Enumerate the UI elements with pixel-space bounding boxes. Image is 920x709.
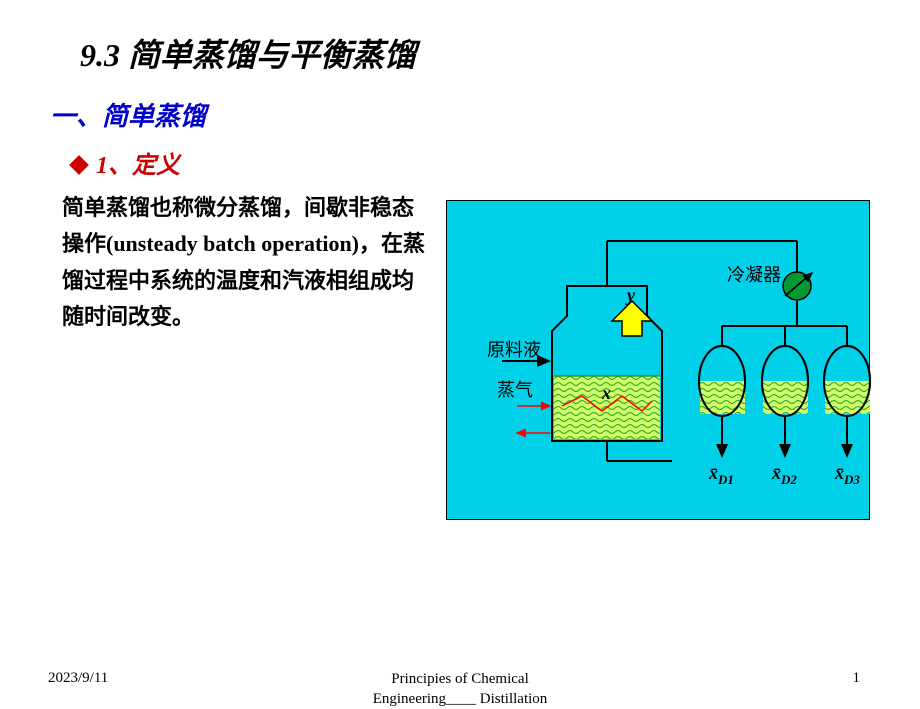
x-label: x <box>601 383 611 403</box>
subsection-heading: 1、定义 <box>72 145 870 180</box>
condenser-label: 冷凝器 <box>727 265 781 285</box>
slide: 9.3 简单蒸馏与平衡蒸馏 一、简单蒸馏 1、定义 简单蒸馏也称微分蒸馏，间歇非… <box>0 0 920 690</box>
distillation-diagram: 冷凝器 <box>446 200 870 520</box>
footer-line1: Principies of Chemical <box>391 671 528 687</box>
footer-line2: Engineering____ Distillation <box>373 691 548 707</box>
receiver-1 <box>699 326 745 456</box>
body-row: 简单蒸馏也称微分蒸馏，间歇非稳态操作(unsteady batch operat… <box>50 190 870 520</box>
receiver-2 <box>762 326 808 456</box>
steam-label: 蒸气 <box>497 380 533 400</box>
slide-title: 9.3 简单蒸馏与平衡蒸馏 <box>80 30 870 76</box>
diagram-svg: 冷凝器 <box>447 201 877 521</box>
feed-label: 原料液 <box>487 340 541 360</box>
diamond-icon <box>69 155 89 175</box>
subsection-text: 定义 <box>132 153 180 179</box>
xd3-label: x̄D3 <box>834 463 860 487</box>
xd2-label: x̄D2 <box>771 463 797 487</box>
receiver-3 <box>824 326 870 456</box>
xd1-label: x̄D1 <box>708 463 734 487</box>
y-label: y <box>625 285 636 305</box>
still-pot <box>552 286 662 441</box>
section-heading: 一、简单蒸馏 <box>50 96 870 133</box>
footer-page: 1 <box>853 670 861 687</box>
subsection-num: 1、 <box>96 153 132 179</box>
body-paragraph: 简单蒸馏也称微分蒸馏，间歇非稳态操作(unsteady batch operat… <box>62 190 426 520</box>
